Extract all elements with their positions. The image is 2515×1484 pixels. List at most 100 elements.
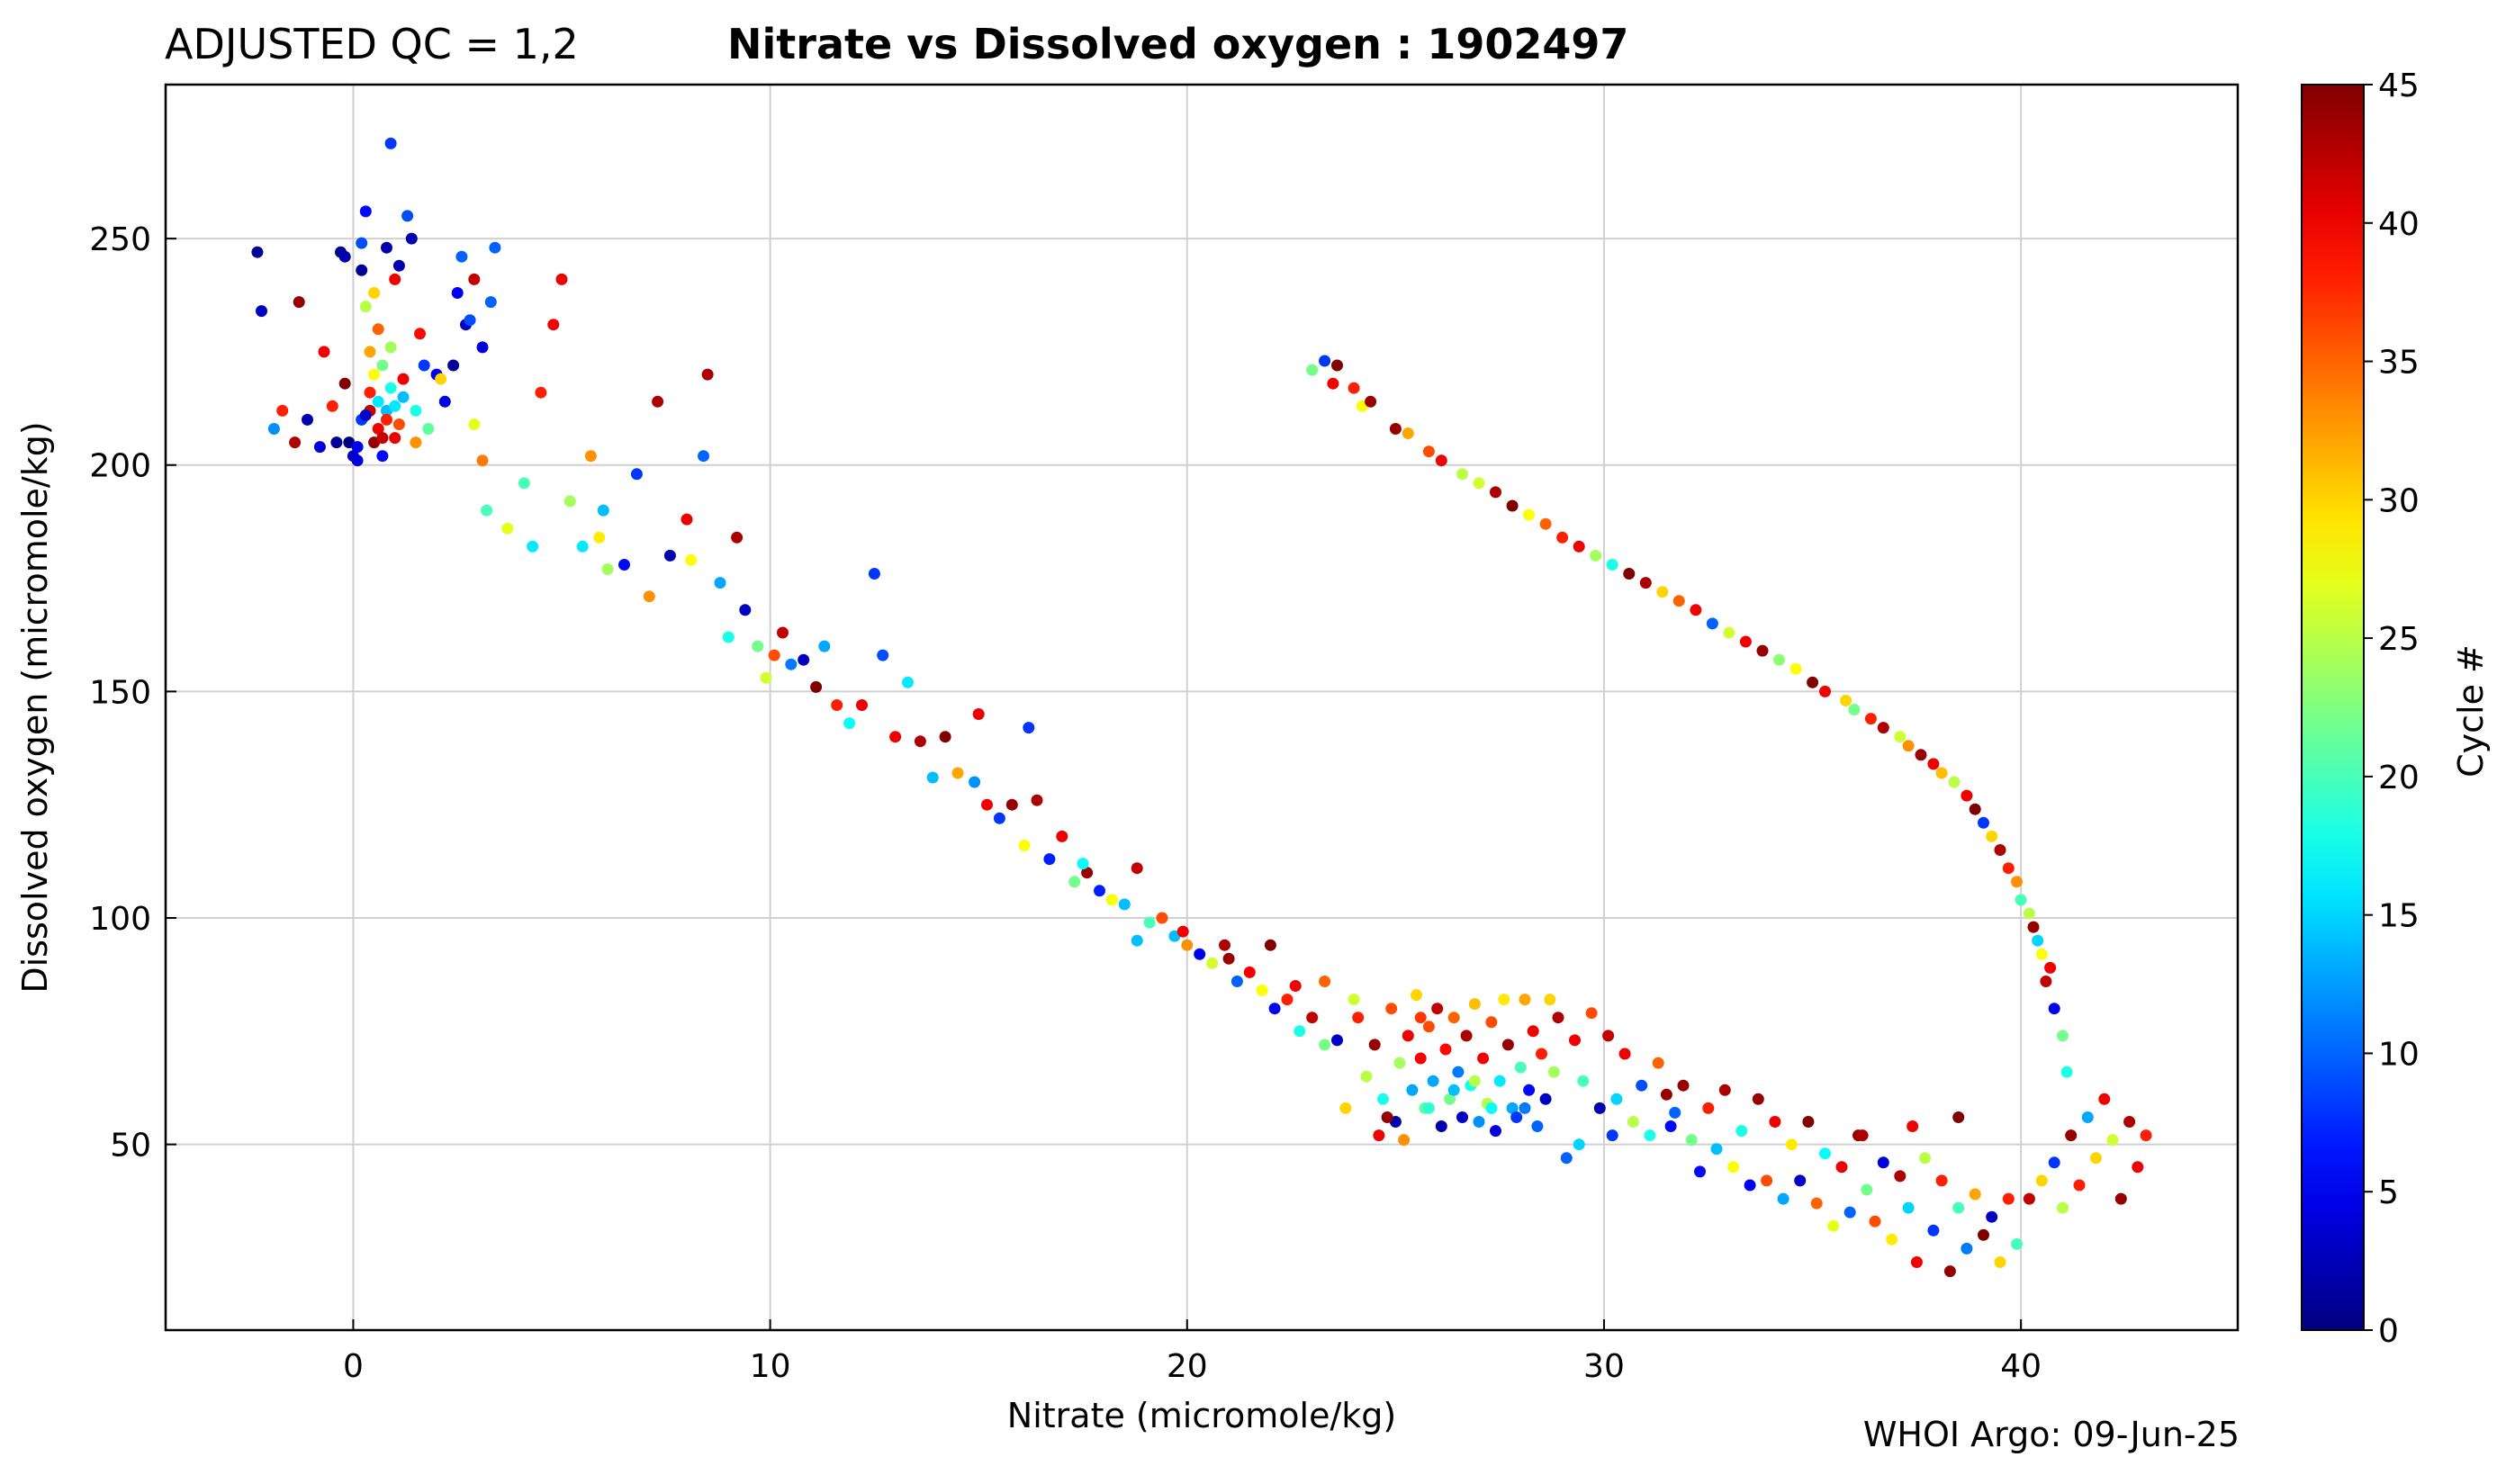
data-point (1727, 1161, 1740, 1174)
data-point (1978, 1228, 1989, 1241)
data-point (1927, 1224, 1940, 1237)
y-tick-label: 100 (89, 901, 151, 938)
data-point (1435, 1120, 1447, 1132)
data-point (1490, 1125, 1501, 1138)
data-point (1456, 468, 1468, 481)
data-point (1706, 617, 1718, 630)
data-point (1256, 985, 1268, 996)
colorbar-label: Cycle # (2451, 644, 2491, 778)
data-point (1402, 1030, 1414, 1042)
data-point (1506, 499, 1519, 512)
data-point (1339, 1102, 1352, 1114)
data-point (468, 273, 481, 285)
data-point (1398, 1134, 1411, 1147)
data-point (1794, 1174, 1807, 1187)
data-point (843, 717, 856, 730)
colorbar (2301, 84, 2365, 1331)
data-point (1306, 1012, 1319, 1024)
data-point (410, 436, 422, 449)
data-point (1664, 1120, 1677, 1132)
data-point (584, 450, 597, 463)
data-point (1452, 1066, 1465, 1078)
data-point (1861, 1183, 1873, 1196)
data-point (527, 540, 539, 553)
data-point (2002, 862, 2015, 875)
data-point (1752, 1093, 1764, 1105)
colorbar-tick-label: 20 (2378, 760, 2420, 796)
data-point (384, 382, 397, 394)
data-point (1493, 1075, 1506, 1087)
data-point (364, 346, 376, 358)
data-point (376, 359, 389, 372)
data-point (447, 359, 460, 372)
data-point (1402, 427, 1414, 439)
data-point (1602, 1030, 1615, 1042)
data-point (731, 531, 744, 544)
data-point (267, 423, 280, 435)
data-point (1156, 912, 1168, 924)
data-point (501, 522, 514, 535)
data-point (359, 205, 372, 218)
data-point (831, 699, 843, 711)
data-point (1710, 1143, 1723, 1156)
data-point (338, 377, 351, 390)
colorbar-tick-label: 25 (2378, 621, 2420, 658)
data-point (1523, 1084, 1536, 1096)
data-point (2081, 1111, 2094, 1123)
data-point (1536, 1048, 1547, 1060)
data-point (484, 296, 497, 309)
data-point (951, 767, 964, 779)
data-point (381, 241, 392, 254)
data-point (547, 319, 560, 331)
data-point (476, 454, 489, 467)
data-point (2132, 1161, 2144, 1174)
data-point (1485, 1016, 1498, 1029)
data-point (1490, 486, 1501, 499)
data-point (1131, 934, 1143, 947)
data-point (2098, 1093, 2111, 1105)
data-point (1927, 758, 1940, 770)
data-point (1660, 1088, 1672, 1101)
data-point (2040, 976, 2052, 987)
data-point (1723, 626, 1735, 639)
data-point (618, 559, 630, 571)
data-point (563, 495, 576, 508)
data-point (1869, 1215, 1881, 1228)
data-point (1810, 1197, 1823, 1210)
data-point (739, 604, 752, 616)
data-point (1978, 816, 1989, 829)
data-point (1685, 1134, 1698, 1147)
data-point (1623, 568, 1636, 580)
data-point (1105, 894, 1118, 906)
data-point (2023, 1192, 2035, 1205)
data-point (1431, 1003, 1444, 1015)
data-point (1935, 767, 1948, 779)
data-point (1585, 1007, 1598, 1020)
data-point (2090, 1152, 2102, 1165)
data-point (1176, 925, 1189, 938)
x-tick-label: 30 (1583, 1348, 1625, 1385)
data-point (1690, 604, 1702, 616)
data-point (1439, 1043, 1452, 1056)
data-point (2048, 1003, 2060, 1015)
data-point (1593, 1102, 1606, 1114)
data-point (535, 386, 547, 399)
data-point (1843, 1206, 1856, 1219)
data-point (1952, 1201, 1965, 1214)
data-point (1606, 1129, 1618, 1142)
data-point (685, 553, 698, 566)
data-point (451, 287, 464, 299)
data-point (856, 699, 868, 711)
data-point (1194, 948, 1206, 960)
data-point (481, 504, 493, 517)
data-point (1656, 586, 1669, 598)
data-point (410, 404, 422, 417)
data-point (818, 640, 831, 652)
data-point (418, 359, 430, 372)
colorbar-tick-label: 45 (2378, 67, 2420, 104)
data-point (652, 395, 664, 408)
data-point (1702, 1102, 1715, 1114)
data-point (1994, 844, 2006, 856)
y-tick-label: 250 (89, 221, 151, 258)
data-point (2123, 1116, 2136, 1128)
